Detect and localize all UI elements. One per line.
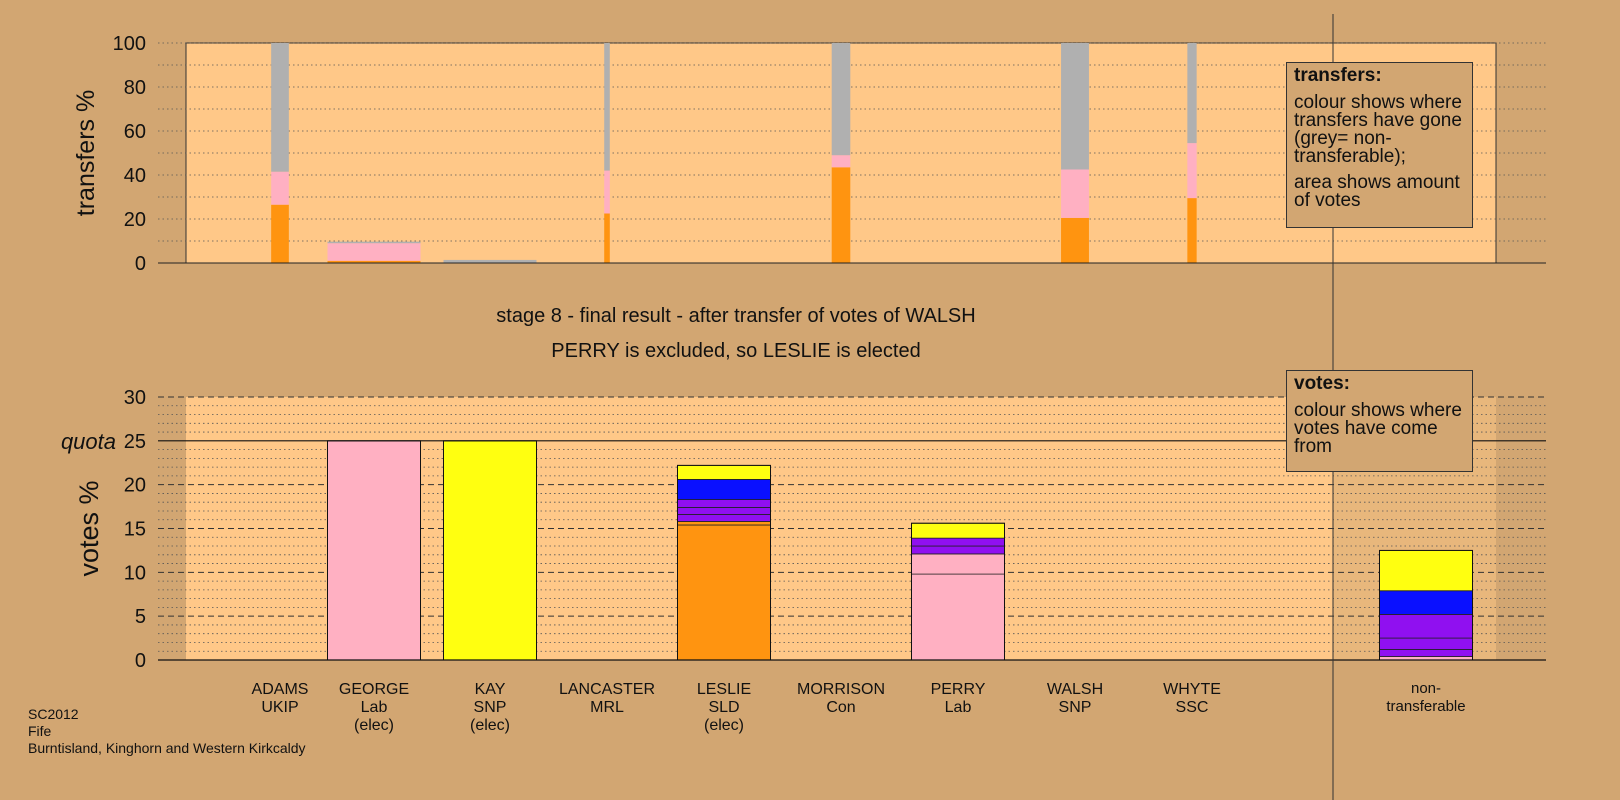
candidate-party: SSC — [1176, 699, 1209, 716]
vote-bar-segment — [1379, 637, 1473, 650]
footer-ward: Burntisland, Kinghorn and Western Kirkca… — [28, 740, 306, 756]
vote-bar-segment — [1379, 649, 1473, 657]
transfers-tick-label: 20 — [124, 209, 146, 231]
transfer-bar-segment — [327, 243, 421, 261]
transfer-bar-segment — [271, 43, 289, 172]
votes-axis-label: votes % — [74, 480, 104, 576]
transfer-bar-segment — [831, 43, 851, 156]
candidate-name: KAY — [475, 681, 506, 698]
transfer-bar-segment — [1061, 43, 1089, 170]
vote-bar-segment — [677, 514, 771, 522]
vote-bar-segment — [1379, 590, 1473, 615]
candidate-status: (elec) — [470, 717, 510, 734]
vote-bar-segment — [911, 522, 1005, 539]
quota-label: quota — [61, 429, 116, 454]
footer-council: Fife — [28, 723, 52, 739]
transfer-bar-segment — [327, 241, 421, 244]
transfer-bar-segment — [604, 213, 610, 263]
transfers-tick-label: 100 — [113, 33, 146, 55]
candidate-name: LANCASTER — [559, 681, 655, 698]
vote-bar-segment — [911, 553, 1005, 575]
transfer-bar-segment — [443, 259, 537, 263]
transfer-bar-segment — [1187, 143, 1197, 199]
transfer-bar-segment — [1187, 198, 1197, 263]
candidate-status: (elec) — [704, 717, 744, 734]
transfer-bar-segment — [1187, 43, 1197, 144]
candidate-name: ADAMS — [252, 681, 309, 698]
transfer-bar-segment — [1061, 169, 1089, 218]
candidate-name: WALSH — [1047, 681, 1103, 698]
stage-outcome: PERRY is excluded, so LESLIE is elected — [551, 340, 920, 362]
vote-bar-segment — [1379, 614, 1473, 639]
transfer-bar-segment — [327, 260, 421, 263]
transfer-bar-segment — [831, 155, 851, 168]
vote-bar-segment — [1379, 550, 1473, 592]
legend-votes-text1: colour shows where votes have come from — [1294, 400, 1462, 457]
vote-bar-segment — [677, 524, 771, 661]
footer-election: SC2012 — [28, 706, 79, 722]
vote-bar-segment — [911, 537, 1005, 547]
nontransferable-label: non- — [1411, 680, 1441, 697]
candidate-name: PERRY — [931, 681, 986, 698]
candidate-name: WHYTE — [1163, 681, 1221, 698]
transfers-tick-label: 80 — [124, 77, 146, 99]
vote-bar-segment — [911, 545, 1005, 555]
candidate-party: UKIP — [261, 699, 298, 716]
transfer-bar-segment — [604, 170, 610, 214]
candidate-party: Lab — [361, 699, 388, 716]
transfers-tick-label: 60 — [124, 121, 146, 143]
nontransferable-label: transferable — [1386, 698, 1465, 715]
legend-votes: votes: colour shows where votes have com… — [1286, 370, 1473, 472]
votes-tick-label: 0 — [135, 650, 146, 672]
stage-caption: stage 8 - final result - after transfer … — [496, 305, 975, 327]
transfer-bar-segment — [271, 204, 289, 263]
votes-tick-label: 20 — [124, 475, 146, 497]
transfer-bar-segment — [604, 43, 610, 171]
legend-votes-title: votes: — [1294, 373, 1350, 394]
candidate-name: LESLIE — [697, 681, 751, 698]
votes-tick-label: 30 — [124, 387, 146, 409]
transfer-bar-segment — [1061, 217, 1089, 263]
vote-bar-segment — [677, 499, 771, 508]
vote-bar-segment — [677, 479, 771, 500]
legend-transfers: transfers: colour shows where transfers … — [1286, 62, 1473, 228]
candidate-party: Lab — [945, 699, 972, 716]
footer: SC2012 Fife Burntisland, Kinghorn and We… — [28, 706, 306, 757]
transfers-tick-label: 0 — [135, 253, 146, 275]
vote-bar-segment — [677, 464, 771, 480]
transfers-tick-label: 40 — [124, 165, 146, 187]
transfer-bar-segment — [271, 171, 289, 205]
candidate-party: SLD — [708, 699, 739, 716]
vote-bar-segment — [911, 573, 1005, 661]
votes-tick-label: 10 — [124, 562, 146, 584]
candidate-party: SNP — [474, 699, 507, 716]
vote-bar-segment — [443, 440, 537, 661]
vote-bar-segment — [677, 521, 771, 526]
legend-transfers-text1: colour shows where transfers have gone (… — [1294, 92, 1462, 167]
transfers-axis-label: transfers % — [72, 90, 100, 216]
vote-bar-segment — [677, 507, 771, 515]
candidate-status: (elec) — [354, 717, 394, 734]
transfer-bar-segment — [831, 167, 851, 263]
votes-tick-label: 5 — [135, 606, 146, 628]
vote-bar-segment — [327, 440, 421, 661]
legend-transfers-text2: area shows amount of votes — [1294, 172, 1460, 211]
candidate-party: Con — [826, 699, 855, 716]
legend-transfers-title: transfers: — [1294, 65, 1382, 86]
candidate-name: MORRISON — [797, 681, 885, 698]
votes-tick-label: 15 — [124, 519, 146, 541]
candidate-party: SNP — [1059, 699, 1092, 716]
candidate-party: MRL — [590, 699, 624, 716]
votes-tick-label: 25 — [124, 431, 146, 453]
candidate-name: GEORGE — [339, 681, 409, 698]
